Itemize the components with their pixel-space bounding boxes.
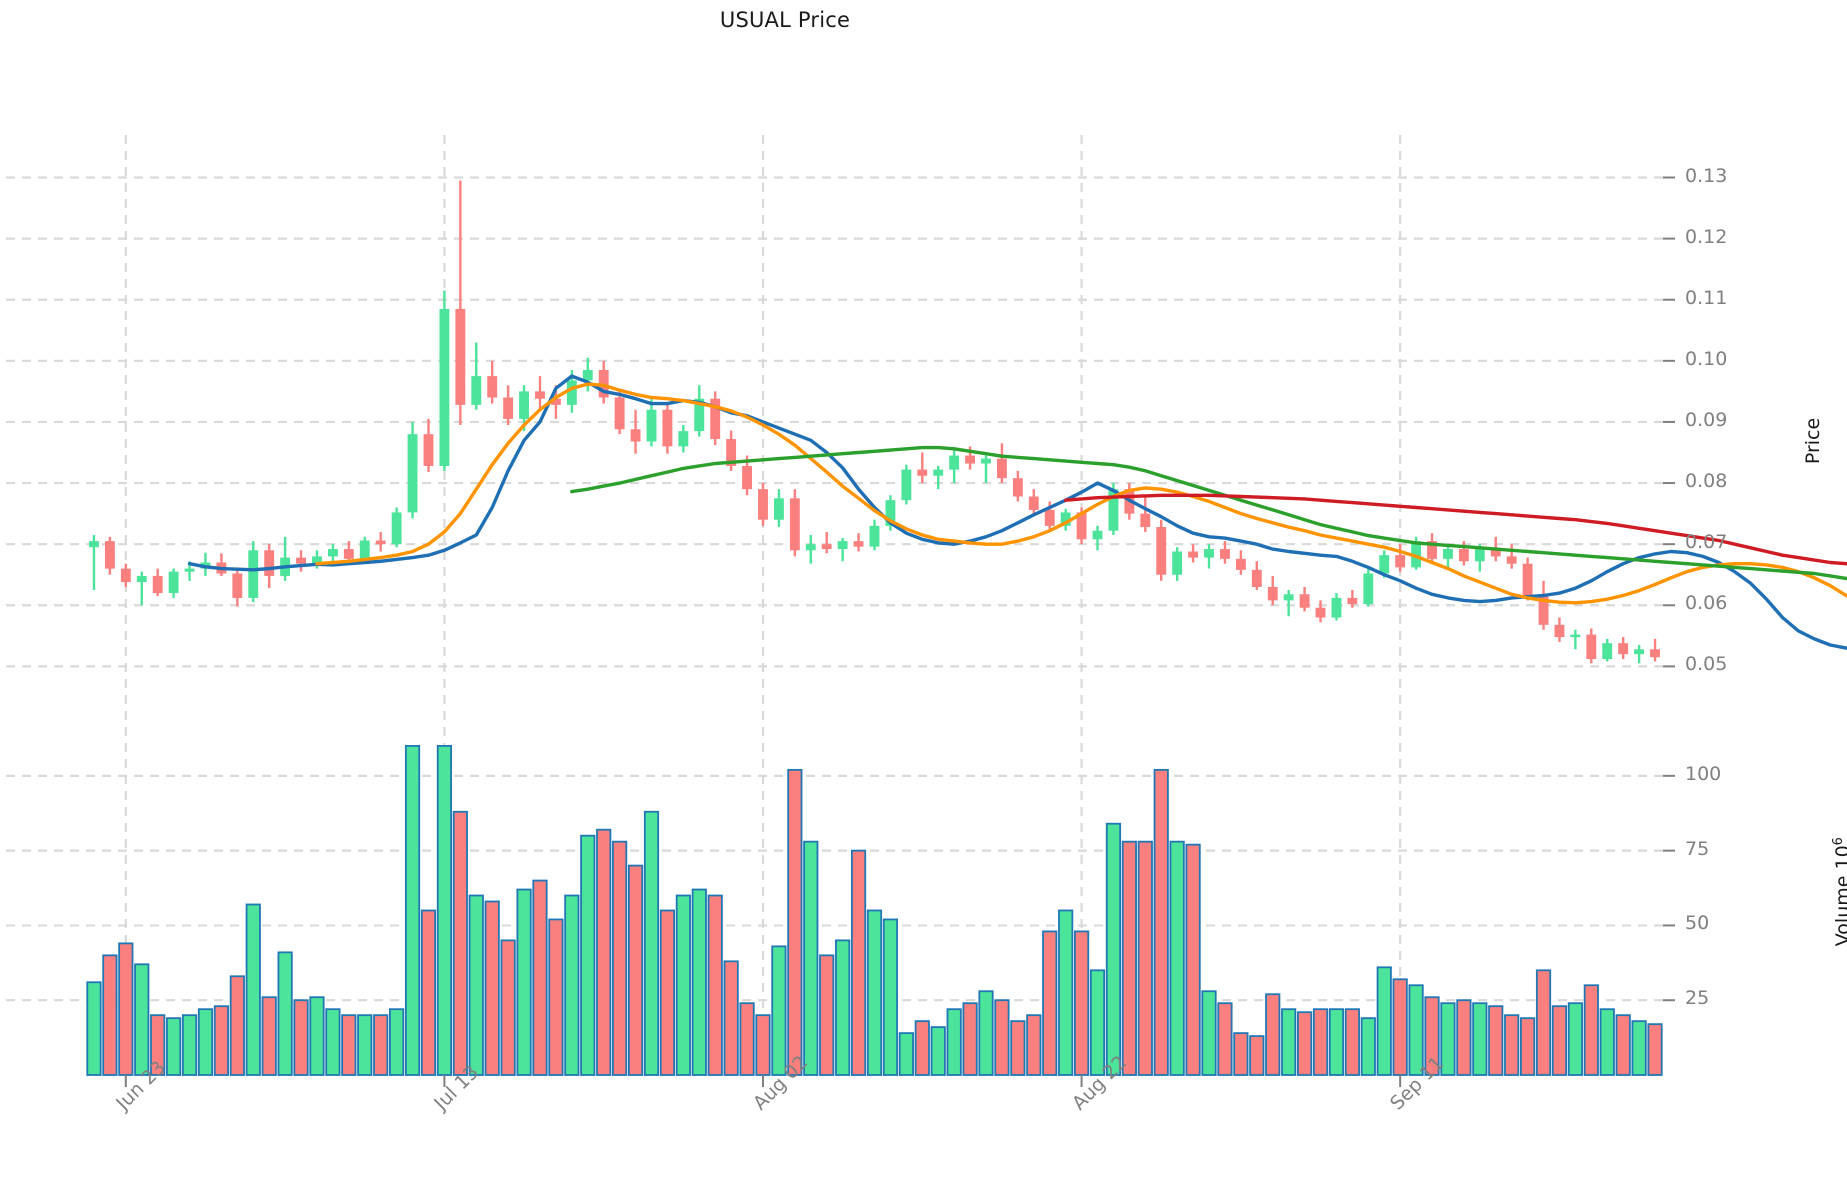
y-axis-tick-label: 25 [1685,987,1710,1010]
x-grid [124,135,1402,1075]
candlestick-series [89,180,1660,664]
y-axis-tick-label: 0.11 [1685,286,1728,309]
y-axis-tick-label: 0.05 [1685,653,1728,676]
moving-average-lines [187,374,1847,650]
y-axis-tick-label: 0.07 [1685,531,1728,554]
volume-axis-label: Volume 106 [1830,837,1847,947]
y-axis-tick-label: 75 [1685,837,1710,860]
y-axis-tick-label: 0.08 [1685,470,1728,493]
y-axis-tick-label: 0.06 [1685,592,1728,615]
price-grid [6,176,1663,668]
y-axis-tick-label: 0.10 [1685,347,1728,370]
y-axis-tick-label: 0.13 [1685,164,1728,187]
page-title: USUAL Price [719,8,851,32]
y-axis-tick-label: 100 [1685,762,1722,785]
price-axis-label: Price [1802,417,1825,465]
volume-bars [86,745,1663,1076]
axis-ticks [124,176,1675,1087]
y-axis-tick-label: 0.09 [1685,408,1728,431]
y-axis-tick-label: 50 [1685,912,1710,935]
y-axis-tick-label: 0.12 [1685,225,1728,248]
